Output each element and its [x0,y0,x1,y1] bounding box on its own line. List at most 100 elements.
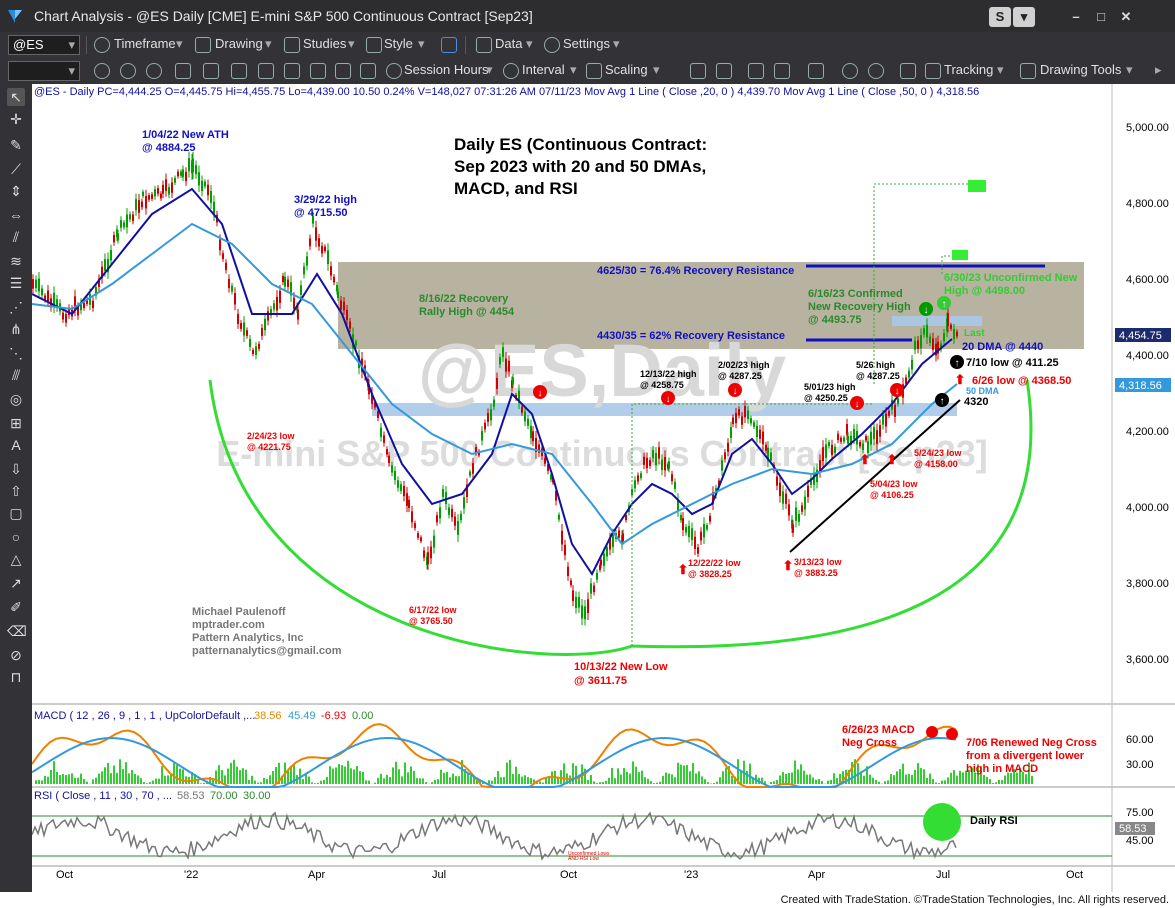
text-tool-icon[interactable]: A [11,437,21,453]
settings-dropdown-icon[interactable]: ▾ [613,36,620,51]
toolbar-icon-5[interactable] [203,63,219,79]
scaling-dropdown-icon[interactable]: ▾ [653,62,660,77]
price-bar-body [337,291,339,298]
toolbar-icon-9[interactable] [310,63,326,79]
toolbar-icon-1[interactable] [94,63,110,79]
pitchfork-tool-icon[interactable]: ⋔ [10,321,22,337]
crosshair-tool-icon[interactable]: ✛ [10,111,22,127]
spiral-tool-icon[interactable]: ◎ [9,391,23,407]
annotation-0616: 6/16/23 Confirmed [808,288,903,300]
magnet-tool-icon[interactable]: ⊓ [10,669,22,685]
annotation-1222-value: @ 3828.25 [688,569,732,579]
scaling-button[interactable]: Scaling [605,62,648,77]
toolbar-icon-8[interactable] [284,63,300,79]
macd-histogram-bar [125,762,127,784]
pen-tool-icon[interactable]: ✎ [10,137,22,153]
lock-tool-icon[interactable]: ⊘ [10,647,22,663]
s-button[interactable]: S [989,7,1011,27]
pointer-tool-icon[interactable]: ↖ [7,88,25,106]
andrews-tool-icon[interactable]: ⫻ [11,367,21,383]
zoom-in-icon[interactable] [842,63,858,79]
price-bar-body [92,300,94,309]
gann-tool-icon[interactable]: ⋰ [9,299,23,315]
window-menu-button[interactable]: ▾ [1013,7,1035,27]
channel-tool-icon[interactable]: ⫽ [12,229,20,245]
session-dropdown-icon[interactable]: ▾ [486,62,493,77]
toolbar-icon-11[interactable] [360,63,376,79]
chart-canvas[interactable]: @ES,Daily E-mini S&P 500 Continuous Cont… [31,84,1175,892]
style-dropdown-icon[interactable]: ▾ [418,36,425,51]
minimize-button[interactable]: – [1072,9,1080,24]
zoom-out-icon[interactable] [868,63,884,79]
macd-histogram-bar [788,772,790,784]
regression-tool-icon[interactable]: ≋ [10,253,22,269]
macd-histogram-bar [932,779,934,784]
target-marker-upper [968,180,986,192]
bar-type-icon-4[interactable] [774,63,790,79]
macd-histogram-bar [542,782,544,784]
bar-type-icon-1[interactable] [690,63,706,79]
bar-type-icon-3[interactable] [748,63,764,79]
fibonacci-tool-icon[interactable]: ☰ [9,275,23,291]
eraser-tool-icon[interactable]: ⌫ [7,623,27,639]
price-bar-body [846,424,848,435]
macd-histogram-bar [785,774,787,784]
vertical-line-tool-icon[interactable]: ⇔ [9,207,23,223]
data-button[interactable]: Data [495,36,523,51]
annotation-1222: 12/22/22 low [688,558,742,568]
timeframe-button[interactable]: Timeframe [114,36,176,51]
macd-histogram-bar [725,767,727,784]
arrow-up-tool-icon[interactable]: ⇧ [10,483,22,499]
tracking-dropdown-icon[interactable]: ▾ [997,62,1004,77]
chart-area[interactable]: @ES,Daily E-mini S&P 500 Continuous Cont… [31,84,1175,892]
window-link-icon[interactable] [441,37,457,53]
studies-button[interactable]: Studies [303,36,347,51]
drawing-tools-button[interactable]: Drawing Tools [1040,62,1122,77]
toolbar-icon-3[interactable] [146,63,162,79]
session-hours-button[interactable]: Session Hours [404,62,489,77]
settings-button[interactable]: Settings [563,36,610,51]
timeframe-dropdown-icon[interactable]: ▾ [176,36,183,51]
triangle-tool-icon[interactable]: △ [10,551,22,567]
ruler-tool-icon[interactable]: ⊞ [10,415,22,431]
drawing-tools-dropdown-icon[interactable]: ▾ [1126,62,1133,77]
toolbar-scroll-icon[interactable]: ▸ [1155,62,1162,77]
bar-type-icon-5[interactable] [808,63,824,79]
horizontal-line-tool-icon[interactable]: ⇕ [10,183,22,199]
macd-histogram-bar [53,761,55,784]
tracking-button[interactable]: Tracking [944,62,994,77]
price-bar-body [862,443,864,450]
ellipse-tool-icon[interactable]: ○ [11,529,21,545]
macd-histogram-bar [836,777,838,784]
speed-lines-tool-icon[interactable]: ⋱ [9,345,23,361]
brush-tool-icon[interactable]: ✐ [10,599,22,615]
rectangle-tool-icon[interactable]: ▢ [9,505,23,521]
macd-histogram-bar [350,768,352,784]
grid-icon[interactable] [900,63,916,79]
interval-button[interactable]: Interval [522,62,565,77]
toolbar-icon-2[interactable] [120,63,136,79]
toolbar-icon-10[interactable] [335,63,351,79]
toolbar-icon-6[interactable] [231,63,247,79]
toolbar-icon-4[interactable] [175,63,191,79]
interval-dropdown-icon[interactable]: ▾ [570,62,577,77]
macd-histogram-bar [404,762,406,784]
price-bar-body [747,410,749,420]
symbol-input[interactable]: @ES ▾ [8,35,80,55]
interval-input[interactable]: ▾ [8,61,80,81]
close-button[interactable]: ✕ [1120,9,1132,24]
maximize-button[interactable]: □ [1097,9,1105,24]
cursor-tool-icon[interactable]: ↗ [10,575,22,591]
data-dropdown-icon[interactable]: ▾ [526,36,533,51]
sell-arrow-icon [728,383,742,397]
trendline-tool-icon[interactable]: ⟋ [11,161,21,177]
arrow-down-tool-icon[interactable]: ⇩ [10,461,22,477]
annotation-1013-value: @ 3611.75 [574,675,627,687]
drawing-dropdown-icon[interactable]: ▾ [265,36,272,51]
toolbar-icon-7[interactable] [258,63,274,79]
bar-type-icon-2[interactable] [716,63,732,79]
drawing-button[interactable]: Drawing [215,36,263,51]
style-button[interactable]: Style [384,36,413,51]
svg-text:↓: ↓ [538,388,543,399]
studies-dropdown-icon[interactable]: ▾ [348,36,355,51]
